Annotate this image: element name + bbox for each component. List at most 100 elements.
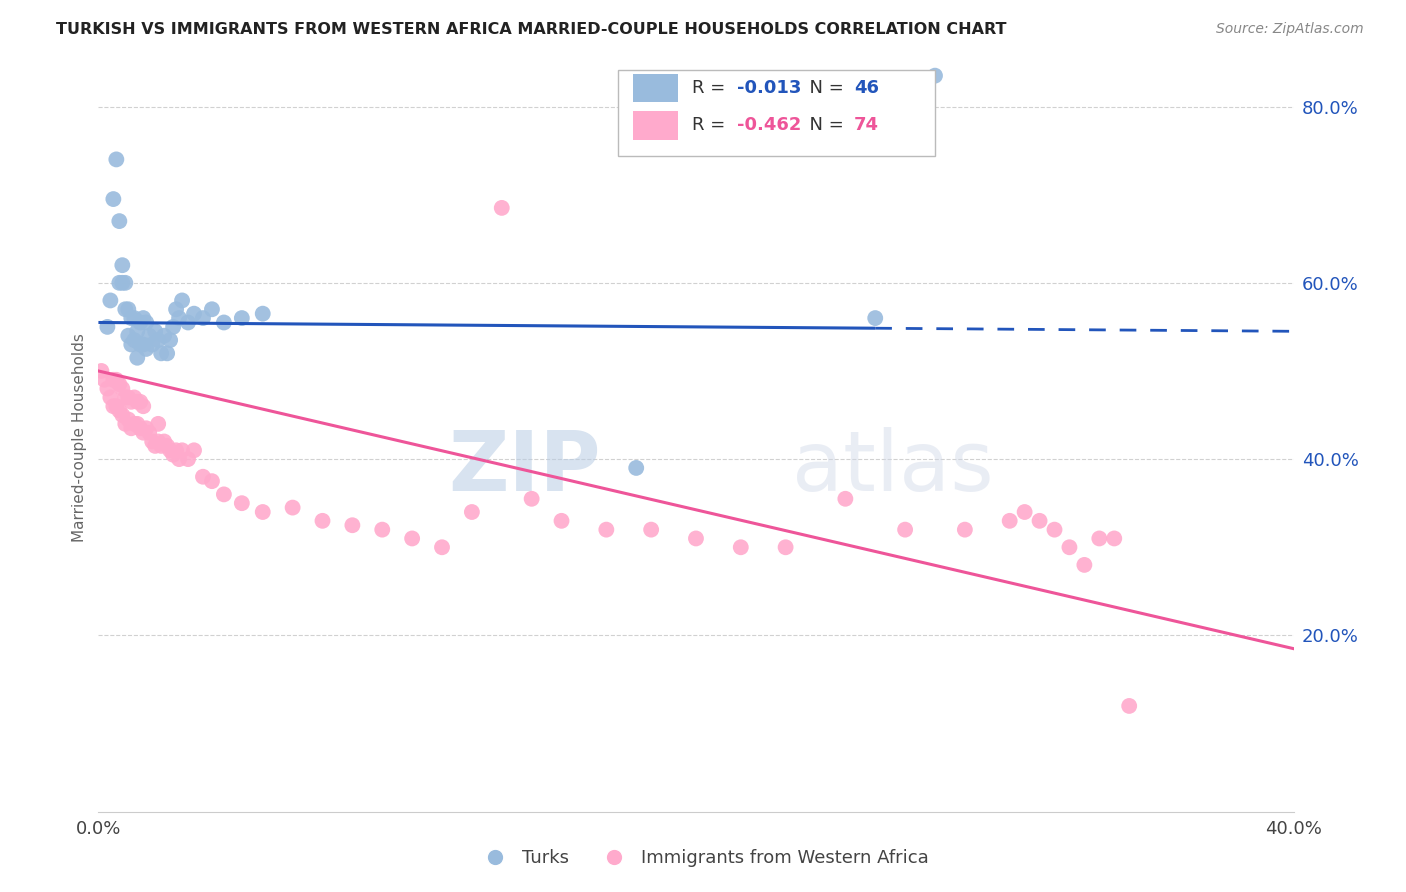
Point [90,364,112,378]
Point [212,316,235,330]
Point [281,500,304,515]
Text: TURKISH VS IMMIGRANTS FROM WESTERN AFRICA MARRIED-COUPLE HOUSEHOLDS CORRELATION : TURKISH VS IMMIGRANTS FROM WESTERN AFRIC… [56,22,1007,37]
FancyBboxPatch shape [633,74,678,103]
Point [401,532,423,546]
Point [105,153,128,167]
Point [231,496,253,510]
Point [165,443,187,458]
Point [430,541,453,555]
Point [1059,541,1081,555]
Point [177,452,200,467]
Point [108,214,131,228]
Point [595,523,617,537]
Point [105,373,128,387]
Point [685,532,707,546]
Point [127,394,149,409]
Point [120,394,142,409]
Text: -0.462: -0.462 [737,116,801,135]
FancyBboxPatch shape [619,70,935,156]
Point [1028,514,1050,528]
Point [520,491,543,506]
Point [127,417,149,431]
Point [148,417,170,431]
Point [626,461,648,475]
Point [138,328,160,343]
Point [138,425,160,440]
Point [103,373,125,387]
Point [111,382,134,396]
Text: -0.013: -0.013 [737,78,801,97]
Point [114,391,136,405]
Point [640,523,662,537]
Point [167,452,190,467]
Point [775,541,797,555]
Point [1073,558,1095,572]
Point [1104,532,1126,546]
Point [172,293,194,308]
Point [108,377,131,392]
Point [212,487,235,501]
Point [127,324,149,338]
Point [252,307,274,321]
Point [153,328,176,343]
Point [998,514,1021,528]
Point [148,333,170,347]
Point [165,302,187,317]
Y-axis label: Married-couple Households: Married-couple Households [72,333,87,541]
Text: 46: 46 [853,78,879,97]
Point [93,373,115,387]
Point [342,518,364,533]
Point [108,276,131,290]
Point [143,324,166,338]
Point [1088,532,1111,546]
Point [96,382,118,396]
Point [1014,505,1036,519]
Point [311,514,333,528]
Point [120,421,142,435]
Point [111,258,134,272]
Point [491,201,513,215]
Point [371,523,394,537]
Point [894,523,917,537]
Point [117,328,139,343]
Point [183,307,205,321]
Point [162,319,184,334]
Point [865,311,887,326]
Point [117,391,139,405]
Point [132,311,155,326]
Point [183,443,205,458]
Point [114,302,136,317]
Point [141,434,163,449]
Point [103,192,125,206]
Point [124,391,146,405]
Point [105,399,128,413]
Text: ZIP: ZIP [449,426,600,508]
Point [124,333,146,347]
Text: Source: ZipAtlas.com: Source: ZipAtlas.com [1216,22,1364,37]
Point [132,337,155,351]
Point [141,337,163,351]
Point [103,399,125,413]
Point [98,391,122,405]
Point [167,311,190,326]
Point [231,311,253,326]
Point [162,448,184,462]
Point [156,439,179,453]
Text: N =: N = [797,78,849,97]
Point [124,417,146,431]
Text: 74: 74 [853,116,879,135]
Point [120,311,142,326]
Point [108,403,131,417]
Point [150,346,173,360]
Point [120,337,142,351]
Point [143,439,166,453]
Point [730,541,752,555]
Point [96,319,118,334]
Text: R =: R = [692,78,731,97]
Point [924,69,946,83]
Point [550,514,572,528]
Point [201,474,224,488]
Point [135,342,157,356]
Point [834,491,856,506]
Point [172,443,194,458]
